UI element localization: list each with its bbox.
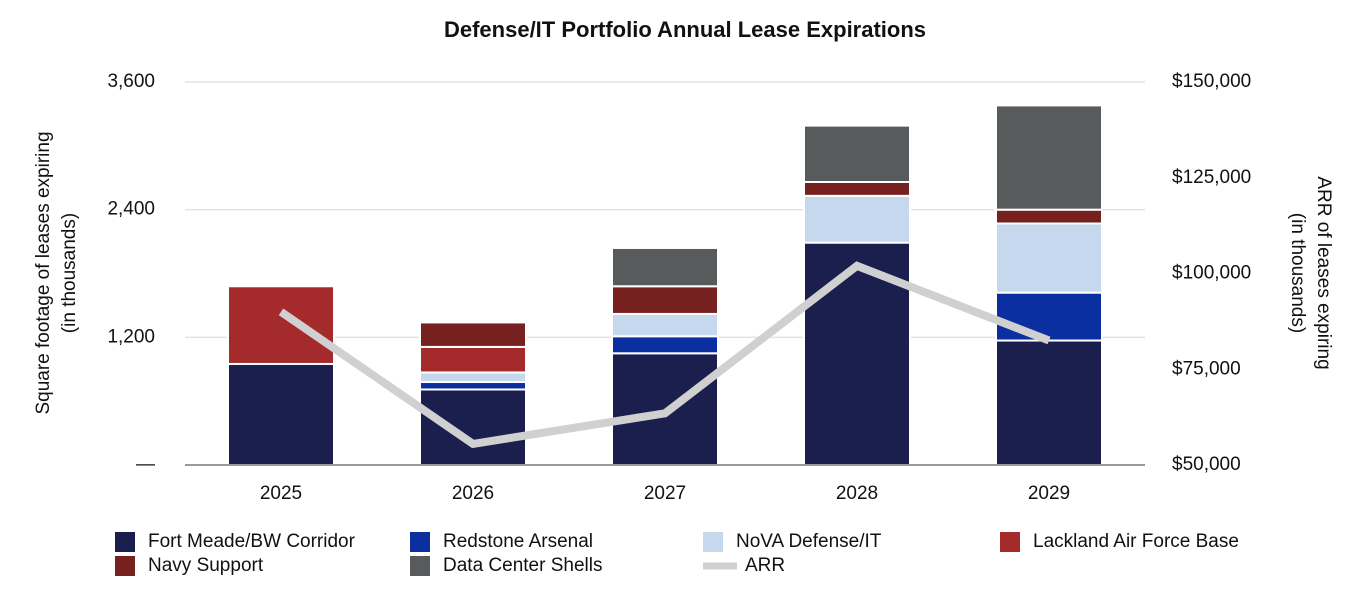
- x-tick-label: 2025: [260, 483, 302, 504]
- legend-label: Redstone Arsenal: [443, 531, 593, 552]
- bar-segment: [419, 345, 527, 374]
- bar-segment: [803, 181, 911, 197]
- bar-segment: [419, 321, 527, 348]
- bar-segment: [419, 371, 527, 384]
- y-axis-label: (in thousands): [59, 213, 80, 333]
- chart-title: Defense/IT Portfolio Annual Lease Expira…: [444, 17, 926, 42]
- bar-segment: [995, 208, 1103, 225]
- legend-label: Navy Support: [148, 555, 264, 576]
- legend-swatch: [1000, 532, 1020, 552]
- x-tick-label: 2029: [1028, 483, 1070, 504]
- bar-segment: [611, 285, 719, 315]
- legend-label: NoVA Defense/IT: [736, 531, 882, 552]
- legend-label: Fort Meade/BW Corridor: [148, 531, 356, 552]
- legend-swatch: [410, 532, 430, 552]
- legend-label: ARR: [745, 555, 785, 576]
- line-series: [278, 261, 1051, 449]
- legend-swatch: [115, 556, 135, 576]
- bar-segment: [611, 335, 719, 355]
- bar-segment: [995, 104, 1103, 211]
- legend-swatch: [410, 556, 430, 576]
- x-tick-label: 2026: [452, 483, 494, 504]
- y2-tick-label: $150,000: [1172, 71, 1251, 92]
- x-tick-label: 2027: [644, 483, 686, 504]
- y2-tick-label: $125,000: [1172, 167, 1251, 188]
- x-tick-label: 2028: [836, 483, 878, 504]
- bar-segment: [611, 246, 719, 288]
- legend-label: Data Center Shells: [443, 555, 602, 576]
- legend-swatch: [703, 532, 723, 552]
- y-axis-label: Square footage of leases expiring: [33, 131, 54, 414]
- legend-swatch: [115, 532, 135, 552]
- bar-segment: [419, 388, 527, 467]
- bar-segment: [227, 362, 335, 466]
- bar-segment: [419, 381, 527, 391]
- bar-segment: [227, 285, 335, 365]
- bar-segment: [803, 124, 911, 184]
- y-tick-label: 2,400: [107, 199, 155, 220]
- legend-label: Lackland Air Force Base: [1033, 531, 1239, 552]
- y2-axis-label: ARR of leases expiring: [1313, 176, 1334, 369]
- bar-segment: [995, 291, 1103, 342]
- y2-tick-label: $100,000: [1172, 263, 1251, 284]
- y2-tick-label: $50,000: [1172, 454, 1241, 475]
- bar-segment: [611, 312, 719, 338]
- y-tick-label: 1,200: [107, 326, 155, 347]
- y-tick-label: —: [136, 454, 155, 475]
- bar-segment: [995, 339, 1103, 466]
- y2-axis-label: (in thousands): [1287, 213, 1308, 333]
- bar-segment: [995, 222, 1103, 294]
- y2-tick-label: $75,000: [1172, 358, 1241, 379]
- y-tick-label: 3,600: [107, 71, 155, 92]
- bar-segment: [803, 194, 911, 244]
